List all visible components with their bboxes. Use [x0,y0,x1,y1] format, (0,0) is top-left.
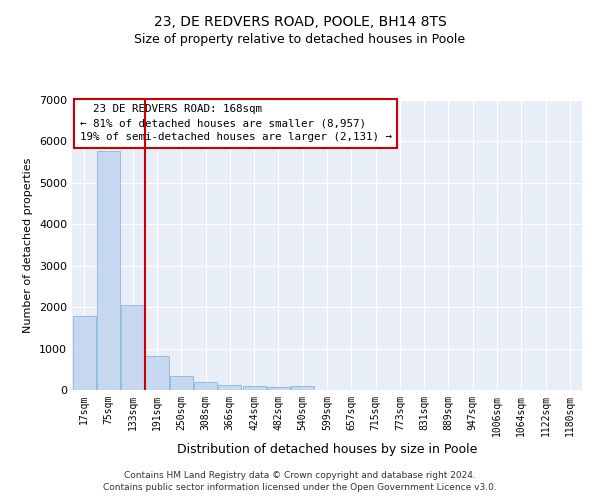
Text: Contains HM Land Registry data © Crown copyright and database right 2024.: Contains HM Land Registry data © Crown c… [124,471,476,480]
Y-axis label: Number of detached properties: Number of detached properties [23,158,34,332]
Bar [267,386,290,390]
Bar [218,386,241,390]
Bar [121,304,144,390]
Text: 23, DE REDVERS ROAD, POOLE, BH14 8TS: 23, DE REDVERS ROAD, POOLE, BH14 8TS [154,15,446,29]
Bar [291,386,314,390]
Text: Contains public sector information licensed under the Open Government Licence v3: Contains public sector information licen… [103,484,497,492]
Bar [170,376,193,390]
Bar [194,382,217,390]
Text: Size of property relative to detached houses in Poole: Size of property relative to detached ho… [134,32,466,46]
Text: Distribution of detached houses by size in Poole: Distribution of detached houses by size … [177,442,477,456]
Bar [145,356,169,390]
Bar [242,386,266,390]
Text: 23 DE REDVERS ROAD: 168sqm
← 81% of detached houses are smaller (8,957)
19% of s: 23 DE REDVERS ROAD: 168sqm ← 81% of deta… [80,104,392,142]
Bar [97,150,120,390]
Bar [73,316,95,390]
